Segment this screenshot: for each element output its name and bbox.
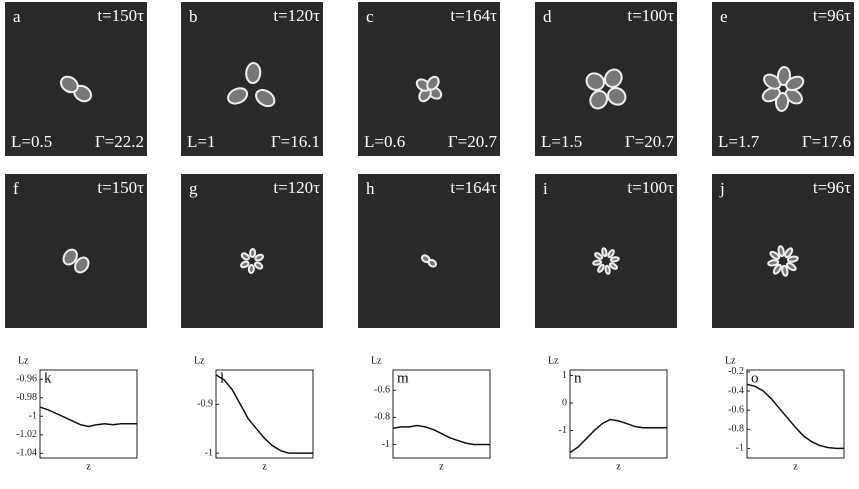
- density-lobe: [781, 265, 788, 276]
- panel-letter: h: [366, 179, 375, 198]
- density-lobe: [593, 260, 602, 265]
- x-axis-label: z: [262, 461, 267, 472]
- y-axis-label: Lz: [548, 355, 559, 366]
- y-tick-label: 1: [562, 370, 567, 381]
- panel-letter: c: [366, 7, 374, 26]
- time-label: t=120τ: [273, 178, 320, 197]
- panel-letter: d: [543, 7, 552, 26]
- y-tick-label: -0.9: [197, 399, 213, 410]
- data-line: [393, 426, 490, 445]
- data-line: [747, 384, 844, 448]
- plot-frame: [570, 370, 667, 458]
- density-lobe: [611, 257, 620, 262]
- time-label: t=120τ: [273, 6, 320, 25]
- panel-letter: g: [189, 179, 198, 198]
- density-lobe: [787, 256, 798, 263]
- y-tick-label: -0.96: [16, 374, 37, 385]
- y-tick-label: -1: [559, 425, 567, 436]
- density-lobe: [245, 63, 260, 84]
- y-tick-label: -0.2: [728, 366, 744, 377]
- plot-frame: [747, 370, 844, 458]
- panel-letter: b: [189, 7, 198, 26]
- panel-letter: j: [719, 179, 725, 198]
- panel-letter: m: [397, 370, 409, 386]
- y-tick-label: -0.4: [728, 385, 744, 396]
- data-line: [570, 420, 667, 453]
- image-panel: [358, 174, 500, 328]
- x-axis-label: z: [793, 461, 798, 472]
- density-lobe: [778, 246, 785, 257]
- y-tick-label: -0.8: [728, 424, 744, 435]
- y-tick-label: -1: [382, 439, 390, 450]
- y-axis-label: Lz: [725, 355, 736, 366]
- y-tick-label: 0: [562, 397, 567, 408]
- l-label: L=0.6: [364, 132, 405, 151]
- plot-frame: [40, 370, 137, 458]
- time-label: t=100τ: [627, 178, 674, 197]
- y-axis-label: Lz: [18, 355, 29, 366]
- l-label: L=1.5: [541, 132, 582, 151]
- plot-frame: [216, 370, 313, 458]
- time-label: t=96τ: [813, 6, 851, 25]
- time-label: t=150τ: [97, 178, 144, 197]
- panel-letter: a: [13, 7, 21, 26]
- panel-letter: l: [220, 370, 224, 386]
- panel-letter: f: [13, 179, 19, 198]
- y-axis-label: Lz: [371, 355, 382, 366]
- l-label: L=0.5: [11, 132, 52, 151]
- y-tick-label: -0.6: [374, 385, 390, 396]
- y-tick-label: -0.6: [728, 404, 744, 415]
- x-axis-label: z: [439, 461, 444, 472]
- density-lobe: [768, 259, 779, 266]
- x-axis-label: z: [86, 461, 91, 472]
- time-label: t=164τ: [450, 6, 497, 25]
- density-lobe: [249, 265, 255, 273]
- y-tick-label: -1: [736, 443, 744, 454]
- y-tick-label: -0.8: [374, 412, 390, 423]
- time-label: t=150τ: [97, 6, 144, 25]
- time-label: t=164τ: [450, 178, 497, 197]
- density-lobe: [605, 266, 610, 275]
- density-lobe: [602, 248, 607, 257]
- data-line: [40, 407, 137, 426]
- y-tick-label: -1.04: [16, 448, 37, 459]
- gamma-label: Γ=22.2: [95, 132, 144, 151]
- data-line: [216, 375, 313, 453]
- panel-letter: k: [44, 370, 52, 386]
- l-label: L=1: [187, 132, 215, 151]
- figure: a t=150τ L=0.5 Γ=22.2 b t=120τ L=1 Γ=16.1 c t=164…: [0, 0, 859, 489]
- panel-letter: o: [751, 370, 759, 386]
- panel-letter: n: [574, 370, 582, 386]
- gamma-label: Γ=20.7: [448, 132, 498, 151]
- y-tick-label: -1: [205, 447, 213, 458]
- panel-letter: e: [720, 7, 728, 26]
- gamma-label: Γ=20.7: [625, 132, 675, 151]
- y-axis-label: Lz: [194, 355, 205, 366]
- y-tick-label: -0.98: [16, 392, 37, 403]
- time-label: t=96τ: [813, 178, 851, 197]
- y-tick-label: -1.02: [16, 429, 37, 440]
- density-lobe: [250, 249, 256, 257]
- panel-letter: i: [543, 179, 548, 198]
- l-label: L=1.7: [718, 132, 760, 151]
- y-tick-label: -1: [29, 411, 37, 422]
- gamma-label: Γ=16.1: [271, 132, 320, 151]
- x-axis-label: z: [616, 461, 621, 472]
- gamma-label: Γ=17.6: [802, 132, 851, 151]
- time-label: t=100τ: [627, 6, 674, 25]
